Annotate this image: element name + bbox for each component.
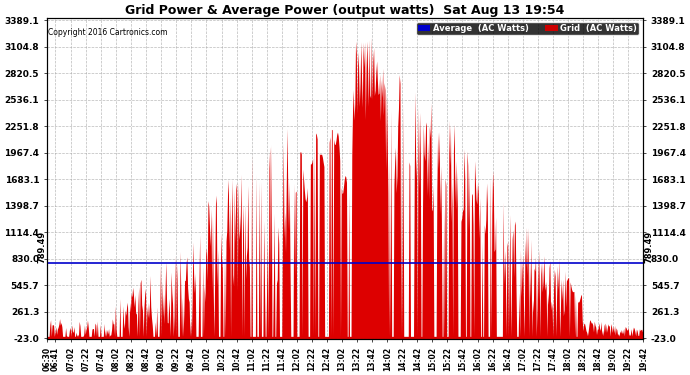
Title: Grid Power & Average Power (output watts)  Sat Aug 13 19:54: Grid Power & Average Power (output watts… <box>126 4 564 17</box>
Text: 789.49: 789.49 <box>37 231 46 263</box>
Legend: Average  (AC Watts), Grid  (AC Watts): Average (AC Watts), Grid (AC Watts) <box>416 22 639 35</box>
Text: 789.49: 789.49 <box>644 231 653 263</box>
Text: Copyright 2016 Cartronics.com: Copyright 2016 Cartronics.com <box>48 28 168 37</box>
